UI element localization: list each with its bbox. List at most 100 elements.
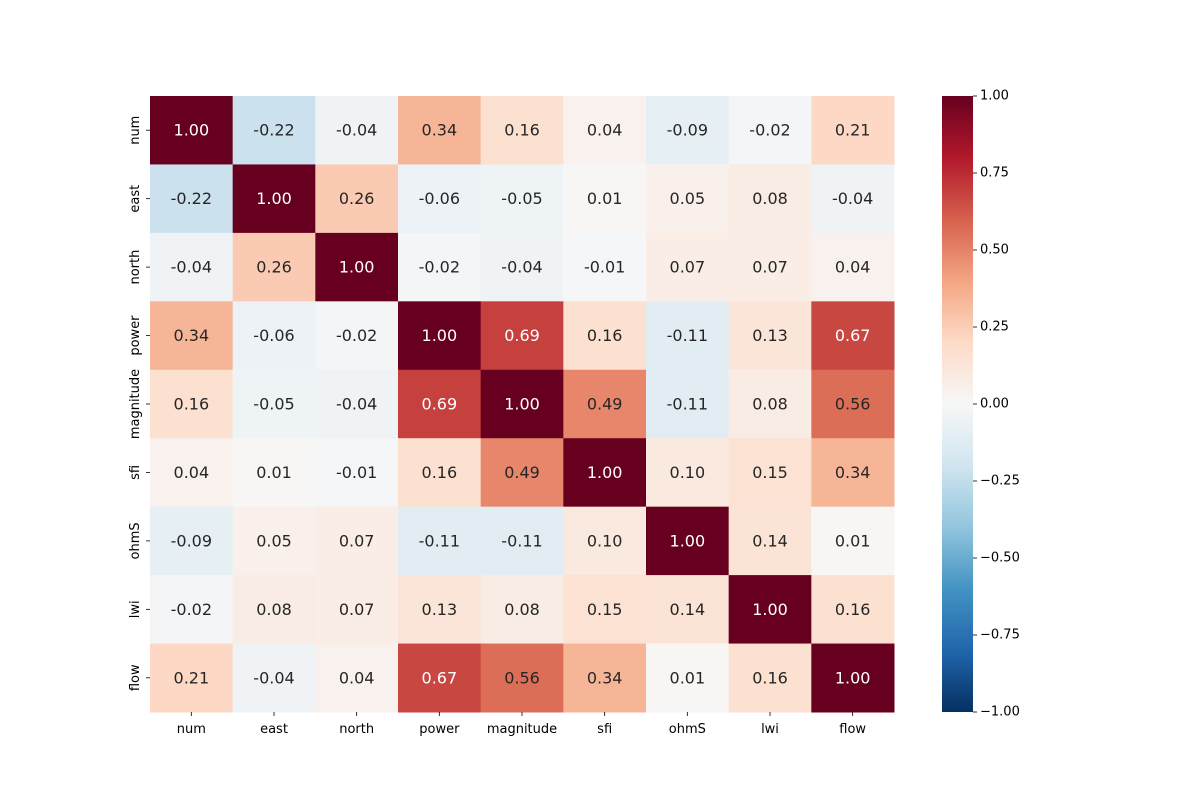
heatmap-cell-ohmS-lwi [728,506,812,576]
colorbar-tick-label-2: 0.50 [980,243,1009,258]
cell-value-label-lwi-east: 0.08 [256,600,292,619]
cell-value-label-lwi-sfi: 0.15 [587,600,623,619]
heatmap-cell-sfi-ohmS [646,438,730,508]
cell-value-label-num-power: 0.34 [422,121,458,140]
heatmap-cell-ohmS-north [315,506,399,576]
x-tick-label-flow: flow [839,722,866,737]
colorbar-tick-label-0: 1.00 [980,89,1009,104]
cell-value-label-magnitude-magnitude: 1.00 [504,395,540,414]
cell-value-label-magnitude-sfi: 0.49 [587,395,623,414]
heatmap-cell-lwi-ohmS [646,575,730,645]
cell-value-label-lwi-magnitude: 0.08 [504,600,540,619]
heatmap-cell-east-east [232,164,316,234]
colorbar-gradient [942,96,973,712]
heatmap-cell-north-ohmS [646,232,730,302]
colorbar-tick-label-7: −0.75 [980,628,1020,643]
heatmap-cell-num-north [315,96,399,165]
colorbar-tick-label-8: −1.00 [980,705,1020,720]
heatmap-cell-sfi-num [150,438,234,508]
cell-value-label-sfi-north: -0.01 [336,463,377,482]
cell-value-label-flow-east: -0.04 [253,668,294,687]
cell-value-label-power-num: 0.34 [174,326,210,345]
heatmap-cell-lwi-num [150,575,234,645]
heatmap-cell-power-power [398,301,482,371]
heatmap-cell-magnitude-north [315,369,399,439]
heatmap-cell-lwi-east [232,575,316,645]
cell-value-label-east-ohmS: 0.05 [670,189,706,208]
cell-value-label-sfi-magnitude: 0.49 [504,463,540,482]
heatmap-cell-power-flow [811,301,895,371]
y-tick-label-num: num [128,116,143,145]
cell-value-label-east-lwi: 0.08 [752,189,788,208]
x-tick-label-num: num [177,722,206,737]
cell-value-label-ohmS-num: -0.09 [171,531,212,550]
cell-value-label-power-north: -0.02 [336,326,377,345]
cell-value-label-flow-num: 0.21 [174,668,210,687]
cell-value-label-ohmS-magnitude: -0.11 [501,531,542,550]
heatmap-cell-sfi-sfi [563,438,647,508]
cell-value-label-num-flow: 0.21 [835,121,871,140]
cell-value-label-north-sfi: -0.01 [584,258,625,277]
cell-value-label-north-flow: 0.04 [835,258,871,277]
heatmap-cell-num-east [232,96,316,165]
cell-value-label-sfi-ohmS: 0.10 [670,463,706,482]
x-tick-label-magnitude: magnitude [487,722,557,737]
cell-value-label-flow-power: 0.67 [422,668,458,687]
heatmap-cell-north-lwi [728,232,812,302]
cell-value-label-magnitude-num: 0.16 [174,395,210,414]
heatmap-cell-ohmS-flow [811,506,895,576]
y-tick-label-lwi: lwi [128,600,143,618]
heatmap-cell-magnitude-magnitude [480,369,564,439]
heatmap-cell-magnitude-east [232,369,316,439]
heatmap-cell-flow-east [232,643,316,713]
cell-value-label-north-magnitude: -0.04 [501,258,542,277]
colorbar-tick-label-6: −0.50 [980,551,1020,566]
cell-value-label-flow-sfi: 0.34 [587,668,623,687]
heatmap-cell-sfi-east [232,438,316,508]
cell-value-label-power-lwi: 0.13 [752,326,788,345]
cell-value-label-east-east: 1.00 [256,189,292,208]
heatmap-cell-north-flow [811,232,895,302]
y-axis: num east north power magnitude sfi ohmS lwi flow [128,116,150,691]
y-tick-label-sfi: sfi [128,465,143,480]
heatmap-cell-magnitude-flow [811,369,895,439]
heatmap-cell-num-ohmS [646,96,730,165]
heatmap-cell-sfi-flow [811,438,895,508]
cell-value-label-flow-flow: 1.00 [835,668,871,687]
cell-value-label-flow-lwi: 0.16 [752,668,788,687]
cell-value-label-power-east: -0.06 [253,326,294,345]
cell-value-label-magnitude-ohmS: -0.11 [667,395,708,414]
cell-value-label-power-sfi: 0.16 [587,326,623,345]
heatmap-cell-lwi-magnitude [480,575,564,645]
cell-value-label-magnitude-lwi: 0.08 [752,395,788,414]
heatmap-cell-flow-power [398,643,482,713]
cell-value-label-magnitude-east: -0.05 [253,395,294,414]
x-tick-label-lwi: lwi [761,722,779,737]
heatmap-cell-flow-sfi [563,643,647,713]
cell-value-label-num-lwi: -0.02 [749,121,790,140]
heatmap-cell-east-flow [811,164,895,234]
colorbar: 1.00 0.75 0.50 0.25 0.00 −0.25 −0.50 −0.75 −1.00 [942,89,1020,720]
cell-value-label-north-north: 1.00 [339,258,375,277]
cell-value-label-north-east: 0.26 [256,258,292,277]
cell-value-label-north-ohmS: 0.07 [670,258,706,277]
x-tick-label-power: power [419,722,460,737]
cell-value-label-ohmS-flow: 0.01 [835,531,871,550]
colorbar-tick-label-4: 0.00 [980,397,1009,412]
cell-value-label-east-power: -0.06 [419,189,460,208]
heatmap-cell-num-num [150,96,234,165]
heatmap-cell-lwi-flow [811,575,895,645]
heatmap-cell-num-power [398,96,482,165]
heatmap-cell-power-lwi [728,301,812,371]
heatmap-cell-flow-north [315,643,399,713]
cell-value-label-lwi-lwi: 1.00 [752,600,788,619]
cell-value-label-sfi-power: 0.16 [422,463,458,482]
cell-value-label-ohmS-lwi: 0.14 [752,531,788,550]
cell-value-label-lwi-num: -0.02 [171,600,212,619]
heatmap-cell-east-power [398,164,482,234]
heatmap-cell-power-sfi [563,301,647,371]
heatmap-cell-flow-magnitude [480,643,564,713]
x-tick-label-north: north [339,722,374,737]
heatmap-cell-north-north [315,232,399,302]
heatmap-cell-north-magnitude [480,232,564,302]
